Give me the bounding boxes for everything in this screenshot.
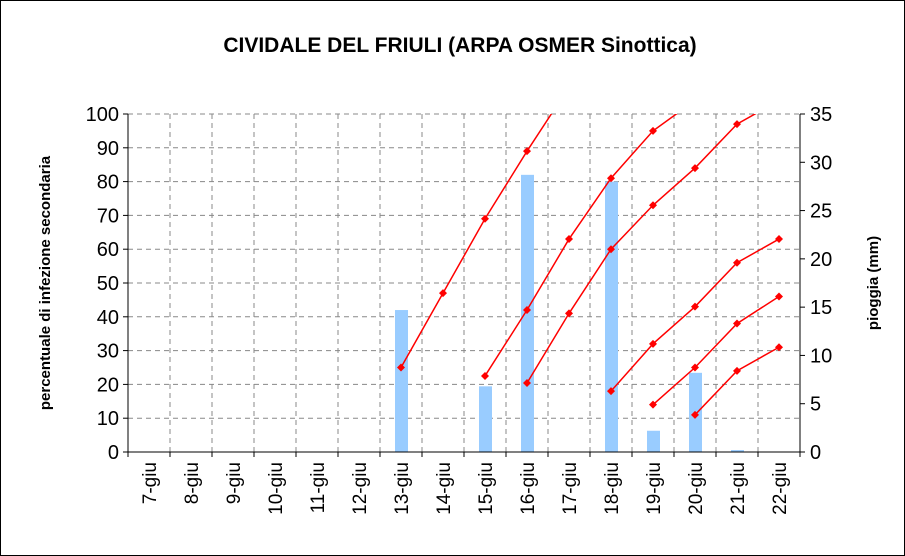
bar xyxy=(479,386,492,452)
marker xyxy=(733,366,741,375)
y-tick-label: 0 xyxy=(108,442,119,464)
marker xyxy=(733,258,741,267)
y-tick-label: 10 xyxy=(97,408,119,430)
line xyxy=(484,114,678,377)
marker xyxy=(691,410,699,419)
marker xyxy=(649,126,657,135)
marker xyxy=(733,319,741,328)
marker xyxy=(775,235,783,244)
x-tick-label: 7-giu xyxy=(140,462,161,504)
marker xyxy=(565,235,573,244)
y2-axis-label: pioggia (mm) xyxy=(865,236,882,330)
marker xyxy=(607,387,615,396)
y-tick-label: 40 xyxy=(97,307,119,329)
chart-title: CIVIDALE DEL FRIULI (ARPA OSMER Sinottic… xyxy=(223,34,696,57)
x-tick-label: 20-giu xyxy=(686,462,707,515)
marker xyxy=(691,302,699,311)
y-tick-label: 30 xyxy=(97,341,119,363)
x-tick-label: 21-giu xyxy=(728,462,749,515)
marker xyxy=(523,306,531,315)
bar xyxy=(731,450,744,452)
x-tick-label: 9-giu xyxy=(224,462,245,504)
marker xyxy=(649,400,657,409)
marker xyxy=(481,214,489,223)
marker xyxy=(649,339,657,348)
x-tick-label: 19-giu xyxy=(644,462,665,515)
y-tick-label: 100 xyxy=(86,104,119,126)
plot xyxy=(395,114,783,452)
marker xyxy=(397,363,405,372)
x-tick-label: 16-giu xyxy=(518,462,539,515)
marker xyxy=(481,371,489,380)
y2-tick-label: 15 xyxy=(810,297,832,319)
y-tick-label: 80 xyxy=(97,172,119,194)
x-tick-label: 17-giu xyxy=(560,462,581,515)
x-tick-label: 22-giu xyxy=(770,462,791,515)
y-tick-label: 20 xyxy=(97,374,119,396)
y2-tick-label: 20 xyxy=(810,249,832,271)
line xyxy=(652,295,780,406)
marker xyxy=(565,309,573,318)
x-tick-label: 14-giu xyxy=(434,462,455,515)
y2-tick-label: 10 xyxy=(810,345,832,367)
y-axis-label: percentuale di infezione secondaria xyxy=(37,155,54,410)
y2-tick-label: 25 xyxy=(810,201,832,223)
marker xyxy=(691,164,699,173)
y-tick-label: 50 xyxy=(97,273,119,295)
y-tick-label: 70 xyxy=(97,205,119,227)
marker xyxy=(523,147,531,156)
y2-tick-label: 30 xyxy=(810,152,832,174)
marker xyxy=(775,292,783,301)
y2-tick-label: 35 xyxy=(810,104,832,126)
x-tick-label: 13-giu xyxy=(392,462,413,515)
x-tick-label: 10-giu xyxy=(266,462,287,515)
marker xyxy=(607,174,615,183)
y2-tick-label: 5 xyxy=(810,394,821,416)
bar xyxy=(395,310,408,452)
marker xyxy=(733,120,741,129)
y2-tick-label: 0 xyxy=(810,442,821,464)
x-tick-label: 15-giu xyxy=(476,462,497,515)
bar xyxy=(647,430,660,452)
marker xyxy=(439,289,447,298)
x-tick-label: 8-giu xyxy=(182,462,203,504)
x-tick-label: 11-giu xyxy=(308,462,329,513)
marker xyxy=(649,201,657,210)
marker xyxy=(523,379,531,388)
marker xyxy=(775,343,783,352)
x-tick-label: 12-giu xyxy=(350,462,371,515)
y-tick-label: 60 xyxy=(97,239,119,261)
x-tick-label: 18-giu xyxy=(602,462,623,515)
marker xyxy=(691,363,699,372)
bar xyxy=(605,181,618,452)
marker xyxy=(607,245,615,254)
y-tick-label: 90 xyxy=(97,138,119,160)
